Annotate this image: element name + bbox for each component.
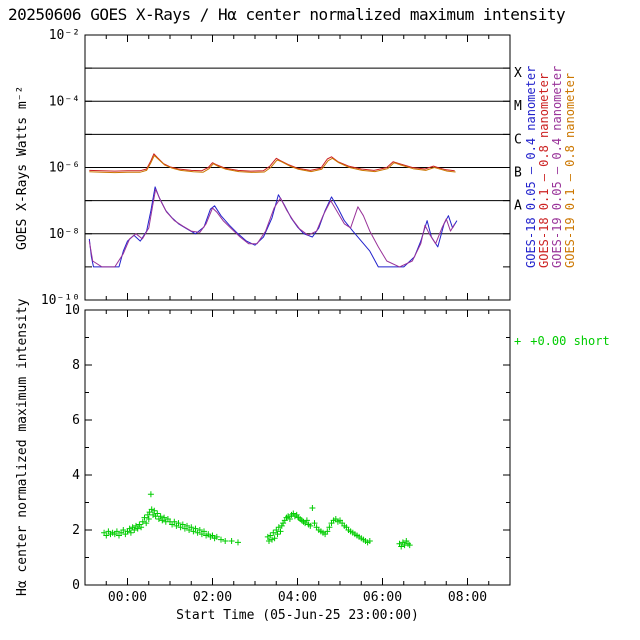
x-tick-label: 04:00: [278, 590, 317, 605]
halpha-y-tick-label: 8: [72, 358, 80, 373]
chart-root: 10⁻² 10⁻⁴ 10⁻⁶ 10⁻⁸ 10⁻¹⁰ X M C B A 0 2 4 6 8 10 00:00 02…: [41, 28, 522, 605]
flare-class-label: A: [514, 199, 522, 214]
x-tick-label: 08:00: [448, 590, 487, 605]
halpha-legend: + +0.00 short: [514, 334, 610, 348]
halpha-y-tick-label: 0: [72, 578, 80, 593]
x-tick-label: 00:00: [108, 590, 147, 605]
x-axis-label: Start Time (05-Jun-25 23:00:00): [176, 608, 419, 623]
xray-y-tick-label: 10⁻⁴: [49, 94, 80, 109]
xray-series-line: [88, 188, 456, 268]
xray-y-tick-label: 10⁻⁶: [49, 161, 80, 176]
halpha-scatter-markers: [101, 491, 413, 550]
flare-class-label: B: [514, 165, 522, 180]
flare-class-label: C: [514, 132, 522, 147]
halpha-legend-label: +0.00 short: [530, 334, 610, 348]
xray-series-line: [89, 153, 455, 172]
halpha-y-tick-label: 4: [72, 468, 80, 483]
flare-class-label: M: [514, 99, 522, 114]
halpha-y-tick-label: 6: [72, 413, 80, 428]
xray-y-tick-label: 10⁻⁸: [49, 227, 80, 242]
x-tick-label: 02:00: [193, 590, 232, 605]
xray-series-line: [88, 186, 458, 268]
flare-class-label: X: [514, 66, 522, 81]
halpha-legend-marker: +: [514, 334, 522, 348]
halpha-y-tick-label: 2: [72, 523, 80, 538]
xray-series-line: [89, 155, 456, 174]
halpha-y-tick-label: 10: [64, 303, 80, 318]
halpha-panel-frame: [84, 309, 511, 586]
x-tick-label: 06:00: [363, 590, 402, 605]
xray-y-tick-label: 10⁻¹⁰: [41, 293, 80, 308]
plot-title: 20250606 GOES X-Rays / Hα center normali…: [8, 5, 566, 24]
xray-y-tick-label: 10⁻²: [49, 28, 80, 43]
